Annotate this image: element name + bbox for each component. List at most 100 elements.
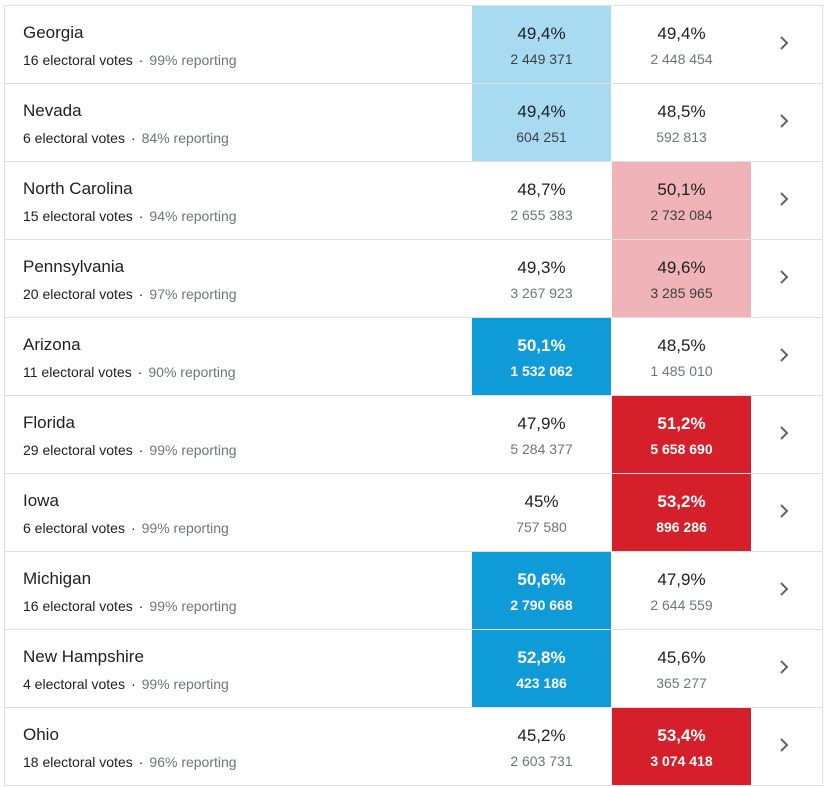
state-name: Arizona <box>23 335 81 354</box>
democrat-percent: 48,7% <box>517 180 566 199</box>
reporting-status: 99% reporting <box>149 598 237 614</box>
state-row[interactable]: Georgia 16 electoral votes · 99% reporting… <box>5 6 822 84</box>
democrat-result-cell: 48,7% 2 655 383 <box>472 162 611 239</box>
democrat-result-cell: 45% 757 580 <box>472 474 611 551</box>
state-row[interactable]: Nevada 6 electoral votes · 84% reporting 4… <box>5 84 822 162</box>
state-row[interactable]: Michigan 16 electoral votes · 99% reportin… <box>5 552 822 630</box>
state-meta: 15 electoral votes · 94% reporting <box>23 208 237 224</box>
republican-percent: 51,2% <box>657 414 706 433</box>
electoral-votes: 16 electoral votes <box>23 52 133 68</box>
reporting-status: 99% reporting <box>149 442 237 458</box>
republican-result-cell: 48,5% 592 813 <box>612 84 751 161</box>
electoral-votes: 15 electoral votes <box>23 208 133 224</box>
reporting-status: 97% reporting <box>149 286 237 302</box>
reporting-status: 84% reporting <box>141 130 229 146</box>
republican-result-cell: 49,4% 2 448 454 <box>612 6 751 83</box>
republican-vote-count: 1 485 010 <box>650 363 713 379</box>
separator-dot: · <box>138 598 144 614</box>
chevron-right-icon[interactable] <box>775 580 793 598</box>
democrat-vote-count: 2 449 371 <box>510 51 573 67</box>
reporting-status: 94% reporting <box>149 208 237 224</box>
democrat-vote-count: 423 186 <box>516 675 567 691</box>
state-name: Florida <box>23 413 75 432</box>
democrat-result-cell: 50,1% 1 532 062 <box>472 318 611 395</box>
chevron-right-icon[interactable] <box>775 268 793 286</box>
state-name: Nevada <box>23 101 82 120</box>
republican-vote-count: 3 074 418 <box>650 753 713 769</box>
republican-percent: 45,6% <box>657 648 706 667</box>
state-row[interactable]: North Carolina 15 electoral votes · 94% re… <box>5 162 822 240</box>
state-row[interactable]: Ohio 18 electoral votes · 96% reporting 45… <box>5 708 822 786</box>
republican-vote-count: 5 658 690 <box>650 441 713 457</box>
republican-percent: 48,5% <box>657 102 706 121</box>
democrat-result-cell: 50,6% 2 790 668 <box>472 552 611 629</box>
democrat-vote-count: 604 251 <box>516 129 567 145</box>
chevron-right-icon[interactable] <box>775 34 793 52</box>
separator-dot: · <box>130 130 136 146</box>
state-row[interactable]: Florida 29 electoral votes · 99% reporting… <box>5 396 822 474</box>
separator-dot: · <box>130 676 136 692</box>
state-name: North Carolina <box>23 179 133 198</box>
republican-percent: 53,4% <box>657 726 706 745</box>
chevron-right-icon[interactable] <box>775 112 793 130</box>
democrat-vote-count: 2 603 731 <box>510 753 573 769</box>
state-meta: 6 electoral votes · 99% reporting <box>23 520 229 536</box>
chevron-right-icon[interactable] <box>775 736 793 754</box>
reporting-status: 99% reporting <box>149 52 237 68</box>
democrat-percent: 49,4% <box>517 102 566 121</box>
state-name: Iowa <box>23 491 59 510</box>
democrat-vote-count: 1 532 062 <box>510 363 573 379</box>
separator-dot: · <box>130 520 136 536</box>
state-meta: 16 electoral votes · 99% reporting <box>23 52 237 68</box>
democrat-vote-count: 3 267 923 <box>510 285 573 301</box>
state-name: New Hampshire <box>23 647 144 666</box>
democrat-percent: 50,6% <box>517 570 566 589</box>
state-row[interactable]: Iowa 6 electoral votes · 99% reporting 45%… <box>5 474 822 552</box>
electoral-votes: 4 electoral votes <box>23 676 125 692</box>
democrat-result-cell: 49,3% 3 267 923 <box>472 240 611 317</box>
electoral-votes: 18 electoral votes <box>23 754 133 770</box>
republican-percent: 50,1% <box>657 180 706 199</box>
electoral-votes: 6 electoral votes <box>23 130 125 146</box>
republican-result-cell: 53,4% 3 074 418 <box>612 708 751 785</box>
reporting-status: 96% reporting <box>149 754 237 770</box>
state-row[interactable]: New Hampshire 4 electoral votes · 99% repo… <box>5 630 822 708</box>
separator-dot: · <box>138 442 144 458</box>
republican-vote-count: 3 285 965 <box>650 285 713 301</box>
state-row[interactable]: Arizona 11 electoral votes · 90% reporting… <box>5 318 822 396</box>
democrat-result-cell: 52,8% 423 186 <box>472 630 611 707</box>
state-meta: 20 electoral votes · 97% reporting <box>23 286 237 302</box>
electoral-votes: 11 electoral votes <box>23 364 132 380</box>
democrat-percent: 47,9% <box>517 414 566 433</box>
electoral-votes: 20 electoral votes <box>23 286 133 302</box>
state-meta: 6 electoral votes · 84% reporting <box>23 130 229 146</box>
chevron-right-icon[interactable] <box>775 346 793 364</box>
separator-dot: · <box>138 52 144 68</box>
chevron-right-icon[interactable] <box>775 658 793 676</box>
republican-percent: 53,2% <box>657 492 706 511</box>
republican-result-cell: 47,9% 2 644 559 <box>612 552 751 629</box>
results-table: Georgia 16 electoral votes · 99% reporting… <box>4 5 823 786</box>
state-row[interactable]: Pennsylvania 20 electoral votes · 97% repo… <box>5 240 822 318</box>
chevron-right-icon[interactable] <box>775 502 793 520</box>
state-meta: 29 electoral votes · 99% reporting <box>23 442 237 458</box>
democrat-vote-count: 5 284 377 <box>510 441 573 457</box>
state-name: Pennsylvania <box>23 257 125 276</box>
republican-vote-count: 2 448 454 <box>650 51 713 67</box>
electoral-votes: 6 electoral votes <box>23 520 125 536</box>
reporting-status: 99% reporting <box>141 520 229 536</box>
chevron-right-icon[interactable] <box>775 424 793 442</box>
republican-vote-count: 2 732 084 <box>650 207 713 223</box>
democrat-percent: 52,8% <box>517 648 566 667</box>
republican-percent: 49,4% <box>657 24 706 43</box>
state-meta: 18 electoral votes · 96% reporting <box>23 754 237 770</box>
state-meta: 16 electoral votes · 99% reporting <box>23 598 237 614</box>
republican-result-cell: 53,2% 896 286 <box>612 474 751 551</box>
republican-percent: 49,6% <box>657 258 706 277</box>
democrat-result-cell: 49,4% 604 251 <box>472 84 611 161</box>
democrat-result-cell: 45,2% 2 603 731 <box>472 708 611 785</box>
republican-vote-count: 2 644 559 <box>650 597 713 613</box>
chevron-right-icon[interactable] <box>775 190 793 208</box>
electoral-votes: 29 electoral votes <box>23 442 133 458</box>
republican-result-cell: 45,6% 365 277 <box>612 630 751 707</box>
